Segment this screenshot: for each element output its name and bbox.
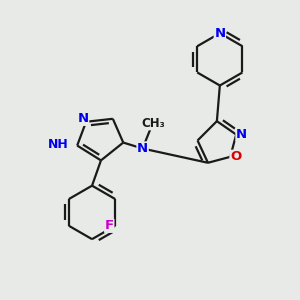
Text: N: N <box>137 142 148 155</box>
Text: O: O <box>230 150 241 163</box>
Text: CH₃: CH₃ <box>141 117 165 130</box>
Text: F: F <box>105 219 114 232</box>
Text: NH: NH <box>47 138 68 151</box>
Text: N: N <box>214 27 225 40</box>
Text: N: N <box>236 128 247 141</box>
Text: N: N <box>78 112 89 125</box>
